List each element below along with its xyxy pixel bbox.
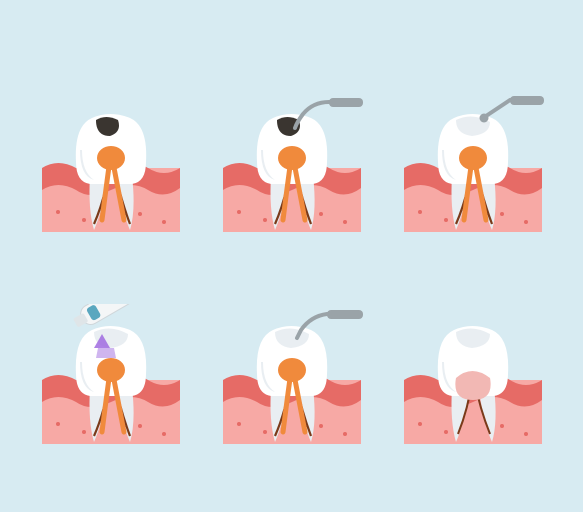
tooth-illustration-prep xyxy=(217,92,367,242)
tooth-illustration-done xyxy=(398,304,548,454)
tooth-illustration-caries xyxy=(36,92,186,242)
tooth-illustration-fill xyxy=(398,92,548,242)
tooth-illustration-polish xyxy=(217,304,367,454)
tooth-illustration-cure xyxy=(36,304,186,454)
